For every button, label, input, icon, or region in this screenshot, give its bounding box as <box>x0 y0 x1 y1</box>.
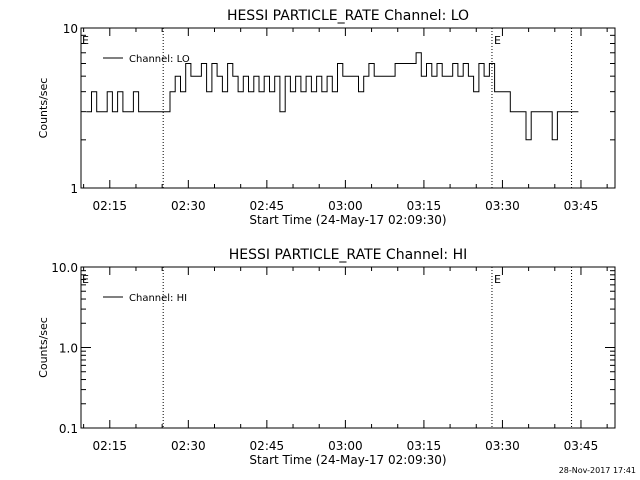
panel-1-y-tick-label: 10 <box>63 22 78 36</box>
panel-2-x-tick-label: 02:30 <box>171 439 206 453</box>
panel-2-plot-frame <box>80 266 616 429</box>
panel-2-x-tick-label: 03:45 <box>564 439 599 453</box>
panel-2-y-tick-label: 10.0 <box>51 261 78 275</box>
panel-2-x-axis-label: Start Time (24-May-17 02:09:30) <box>249 453 446 467</box>
plot-timestamp: 28-Nov-2017 17:41 <box>558 466 636 475</box>
panel-1-series-line <box>86 52 579 141</box>
panel-1-x-tick-label: 02:15 <box>92 199 127 213</box>
panel-1-legend-entry: Channel: LO <box>129 54 190 65</box>
panel-2-y-tick-label: 0.1 <box>59 422 78 436</box>
panel-2-x-tick-label: 02:15 <box>92 439 127 453</box>
panel-1-y-tick-label: 1 <box>70 182 78 196</box>
panel-1-x-tick-label: 03:00 <box>328 199 363 213</box>
panel-2-y-axis-label: Counts/sec <box>37 317 50 378</box>
panel-1-event-label-start: E <box>82 34 89 47</box>
panel-1-y-axis-label: Counts/sec <box>37 78 50 139</box>
panel-1-x-tick-label: 02:45 <box>250 199 285 213</box>
panel-1-event-label: E <box>494 34 501 47</box>
panel-1-x-tick-label: 03:30 <box>485 199 520 213</box>
panel-2-y-tick-label: 1.0 <box>59 342 78 356</box>
panel-2-legend-entry: Channel: HI <box>129 293 187 304</box>
panel-1-x-tick-label: 03:45 <box>564 199 599 213</box>
panel-1-plot-frame <box>80 27 616 189</box>
panel-2-x-tick-label: 03:30 <box>485 439 520 453</box>
panel-1-x-tick-label: 02:30 <box>171 199 206 213</box>
panel-2-chart-title: HESSI PARTICLE_RATE Channel: HI <box>229 247 467 263</box>
panel-2-x-tick-label: 03:00 <box>328 439 363 453</box>
panel-2-x-tick-label: 03:15 <box>407 439 442 453</box>
panel-1-chart-title: HESSI PARTICLE_RATE Channel: LO <box>227 8 469 24</box>
panel-2-x-tick-label: 02:45 <box>250 439 285 453</box>
panel-1-x-tick-label: 03:15 <box>407 199 442 213</box>
panel-1-x-axis-label: Start Time (24-May-17 02:09:30) <box>249 213 446 227</box>
panel-2-event-label: E <box>494 273 501 286</box>
panel-2-event-label-start: E <box>82 273 89 286</box>
